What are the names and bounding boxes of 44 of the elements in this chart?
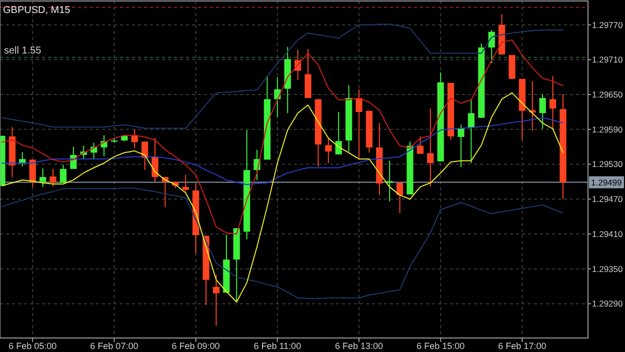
candlestick: [416, 136, 424, 154]
candlestick: [304, 48, 312, 99]
line-series: [2, 39, 564, 234]
candlestick: [182, 174, 189, 192]
candlestick: [60, 164, 67, 184]
candlestick: [396, 182, 404, 214]
candlestick: [29, 159, 36, 188]
line-series: [2, 188, 564, 299]
candlestick: [386, 160, 393, 202]
y-tick-label: 1.29410: [592, 228, 623, 239]
x-tick-label: 6 Feb 13:00: [334, 341, 384, 351]
candlestick: [325, 138, 332, 164]
y-tick-label: 1.29590: [592, 124, 623, 134]
candlestick: [539, 94, 546, 130]
chart-title: GBPUSD, M15: [3, 5, 71, 16]
candlestick: [152, 138, 158, 182]
x-tick-label: 6 Feb 11:00: [254, 341, 302, 351]
x-tick-label: 6 Feb 17:00: [498, 341, 546, 351]
candlestick: [508, 54, 516, 80]
x-tick-label: 6 Feb 07:00: [90, 341, 138, 351]
y-tick-label: 1.29530: [592, 159, 623, 170]
candlestick: [335, 111, 342, 155]
candlestick: [427, 108, 434, 187]
ref-line-label: sell 1.55: [4, 45, 42, 56]
candlestick: [50, 168, 56, 187]
ref-line-label: 1.29499: [591, 177, 622, 188]
candlestick: [131, 128, 138, 148]
candlestick: [212, 274, 220, 326]
candlestick: [356, 88, 362, 158]
line-series: [2, 24, 564, 129]
x-tick-label: 6 Feb 05:00: [8, 341, 57, 351]
candlestick: [39, 168, 46, 188]
y-tick-label: 1.29470: [592, 194, 623, 204]
y-tick-label: 1.29710: [592, 54, 623, 65]
candlestick: [468, 99, 475, 164]
y-tick-label: 1.29350: [592, 264, 623, 274]
y-tick-label: 1.29650: [592, 90, 623, 100]
x-tick-label: 6 Feb 15:00: [416, 341, 465, 351]
line-series: [2, 92, 564, 302]
y-tick-label: 1.29770: [592, 20, 623, 30]
candlestick: [549, 75, 556, 130]
candlestick: [458, 124, 464, 168]
y-tick-label: 1.29290: [592, 298, 623, 309]
x-tick-label: 6 Feb 09:00: [172, 341, 220, 351]
